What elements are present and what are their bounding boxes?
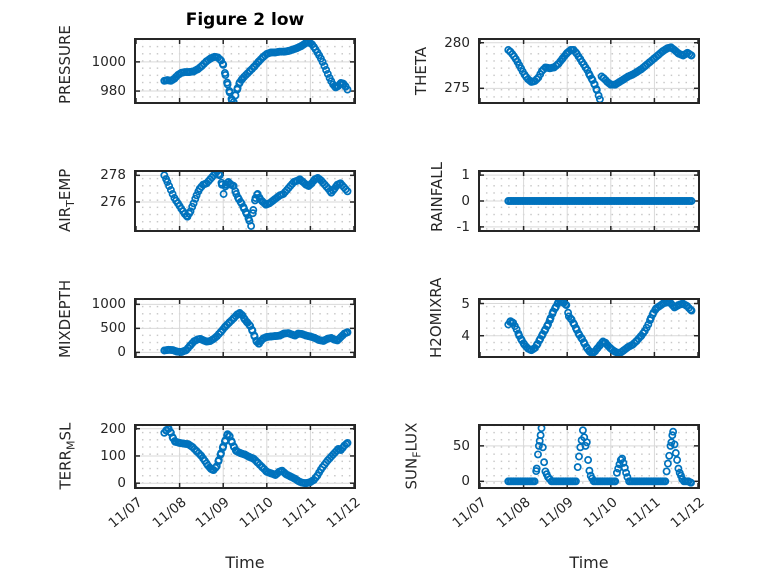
subplot-pressure <box>134 38 356 104</box>
y-tick-label: 200 <box>100 420 126 437</box>
subplot-h2omixra <box>478 298 700 358</box>
plot-area <box>480 426 698 487</box>
y-tick-label: 4 <box>461 327 470 344</box>
y-axis-label-rainfall: RAINFALL <box>428 162 446 232</box>
x-axis-label-time: Time <box>569 553 609 572</box>
plot-area <box>136 172 354 230</box>
plot-area <box>136 300 354 356</box>
y-tick-label: 1 <box>461 167 470 184</box>
data-markers <box>504 426 695 487</box>
y-tick-label: 1000 <box>91 296 126 313</box>
y-axis-label-sun_flux: SUNFLUX <box>402 422 423 489</box>
y-tick-label: 0 <box>117 475 126 492</box>
x-axis-label-time: Time <box>225 553 265 572</box>
y-tick-label: 50 <box>452 437 470 454</box>
y-axis-label-terr_msl: TERRMSL <box>56 422 77 489</box>
y-axis-label-mixdepth: MIXDEPTH <box>56 279 74 358</box>
data-markers <box>504 300 696 356</box>
subplot-air_temp <box>134 170 356 232</box>
y-tick-label: 275 <box>444 80 470 97</box>
y-tick-label: 5 <box>461 295 470 312</box>
subplot-terr_msl <box>134 424 356 489</box>
plot-area <box>480 40 698 102</box>
data-markers <box>160 40 352 102</box>
figure-title: Figure 2 low <box>185 10 305 30</box>
y-tick-label: 100 <box>100 447 126 464</box>
y-tick-label: 280 <box>444 34 470 51</box>
y-axis-label-h2omixra: H2OMIXRA <box>427 277 445 358</box>
plot-area <box>136 426 354 487</box>
subplot-theta <box>478 38 700 104</box>
plot-area <box>480 300 698 356</box>
data-markers <box>504 197 696 205</box>
plot-area <box>480 172 698 230</box>
subplot-sun_flux <box>478 424 700 489</box>
y-axis-label-air_temp: AIRTEMP <box>56 168 77 232</box>
plot-area <box>136 40 354 102</box>
subplot-mixdepth <box>134 298 356 358</box>
y-tick-label: 0 <box>117 344 126 361</box>
y-tick-label: 0 <box>461 193 470 209</box>
data-markers <box>160 426 352 487</box>
data-markers <box>160 172 352 230</box>
y-tick-label: 500 <box>100 320 126 337</box>
y-axis-label-theta: THETA <box>412 46 430 96</box>
y-tick-label: 1000 <box>91 53 126 70</box>
y-axis-label-pressure: PRESSURE <box>56 25 74 104</box>
data-markers <box>160 309 352 356</box>
y-tick-label: 276 <box>100 194 126 210</box>
subplot-rainfall <box>478 170 700 232</box>
data-markers <box>504 43 696 102</box>
y-tick-label: 278 <box>100 167 126 184</box>
y-tick-label: -1 <box>456 218 470 235</box>
y-tick-label: 980 <box>100 83 126 100</box>
y-tick-label: 0 <box>461 473 470 490</box>
